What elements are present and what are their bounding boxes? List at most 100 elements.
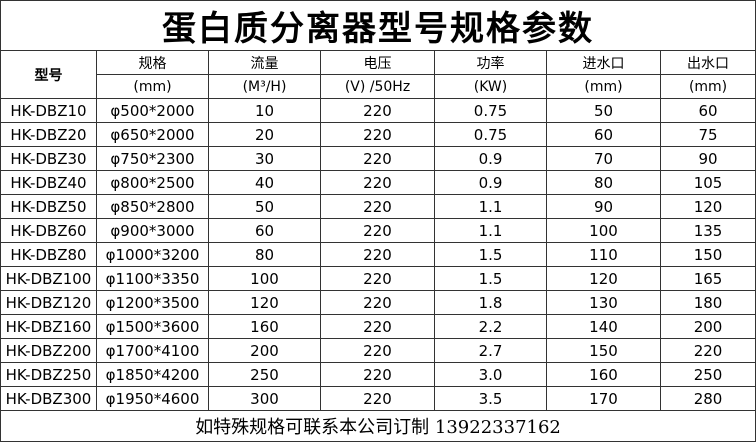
cell: 60 bbox=[659, 98, 756, 123]
cell: 220 bbox=[320, 194, 435, 219]
cell: 160 bbox=[208, 314, 321, 339]
cell: 20 bbox=[208, 122, 321, 147]
cell: HK-DBZ250 bbox=[0, 362, 97, 387]
cell: 50 bbox=[208, 194, 321, 219]
column-header: 流量 bbox=[208, 50, 321, 75]
data-row: HK-DBZ80 φ1000*3200 80 220 1.5 110 150 bbox=[0, 242, 756, 267]
cell: φ800*2500 bbox=[96, 170, 209, 195]
column-header: 规格 bbox=[96, 50, 209, 75]
cell: 100 bbox=[546, 218, 661, 243]
cell: 1.5 bbox=[434, 266, 547, 291]
cell: HK-DBZ200 bbox=[0, 338, 97, 363]
cell: 0.9 bbox=[434, 170, 547, 195]
cell: φ650*2000 bbox=[96, 122, 209, 147]
cell: 120 bbox=[659, 194, 756, 219]
data-row: HK-DBZ100 φ1100*3350 100 220 1.5 120 165 bbox=[0, 266, 756, 291]
data-row: HK-DBZ30 φ750*2300 30 220 0.9 70 90 bbox=[0, 146, 756, 171]
cell: 220 bbox=[320, 338, 435, 363]
header-row: 型号 规格 流量 电压 功率 进水口 出水口 bbox=[0, 50, 756, 99]
cell: 1.8 bbox=[434, 290, 547, 315]
cell: 80 bbox=[208, 242, 321, 267]
table-title: 蛋白质分离器型号规格参数 bbox=[0, 0, 756, 51]
cell: φ1200*3500 bbox=[96, 290, 209, 315]
cell: HK-DBZ100 bbox=[0, 266, 97, 291]
cell: 150 bbox=[546, 338, 661, 363]
data-row: HK-DBZ250 φ1850*4200 250 220 3.0 160 250 bbox=[0, 362, 756, 387]
cell: 1.1 bbox=[434, 194, 547, 219]
cell: 200 bbox=[659, 314, 756, 339]
cell: 120 bbox=[546, 266, 661, 291]
cell: φ1100*3350 bbox=[96, 266, 209, 291]
cell: HK-DBZ60 bbox=[0, 218, 97, 243]
cell: 30 bbox=[208, 146, 321, 171]
cell: 3.5 bbox=[434, 386, 547, 411]
cell: 140 bbox=[546, 314, 661, 339]
cell: 60 bbox=[208, 218, 321, 243]
cell: 0.75 bbox=[434, 122, 547, 147]
cell: 130 bbox=[546, 290, 661, 315]
cell: 250 bbox=[208, 362, 321, 387]
cell: HK-DBZ80 bbox=[0, 242, 97, 267]
data-row: HK-DBZ120 φ1200*3500 120 220 1.8 130 180 bbox=[0, 290, 756, 315]
cell: 70 bbox=[546, 146, 661, 171]
cell: 2.2 bbox=[434, 314, 547, 339]
cell: 220 bbox=[320, 170, 435, 195]
cell: HK-DBZ50 bbox=[0, 194, 97, 219]
cell: 80 bbox=[546, 170, 661, 195]
column-header: 功率 bbox=[434, 50, 547, 75]
cell: 220 bbox=[320, 290, 435, 315]
cell: 150 bbox=[659, 242, 756, 267]
cell: HK-DBZ40 bbox=[0, 170, 97, 195]
cell: 110 bbox=[546, 242, 661, 267]
column-unit: (mm) bbox=[546, 74, 661, 99]
cell: 220 bbox=[320, 314, 435, 339]
column-header: 型号 bbox=[0, 50, 97, 99]
cell: HK-DBZ300 bbox=[0, 386, 97, 411]
title-row: 蛋白质分离器型号规格参数 bbox=[0, 0, 756, 51]
cell: 120 bbox=[208, 290, 321, 315]
data-row: HK-DBZ20 φ650*2000 20 220 0.75 60 75 bbox=[0, 122, 756, 147]
cell: 220 bbox=[659, 338, 756, 363]
data-row: HK-DBZ60 φ900*3000 60 220 1.1 100 135 bbox=[0, 218, 756, 243]
cell: φ1000*3200 bbox=[96, 242, 209, 267]
cell: 250 bbox=[659, 362, 756, 387]
data-row: HK-DBZ160 φ1500*3600 160 220 2.2 140 200 bbox=[0, 314, 756, 339]
cell: φ850*2800 bbox=[96, 194, 209, 219]
cell: φ1950*4600 bbox=[96, 386, 209, 411]
unit-row: (mm) (M³/H) (V) /50Hz (KW) (mm) (mm) bbox=[1, 74, 756, 99]
cell: 300 bbox=[208, 386, 321, 411]
cell: 10 bbox=[208, 98, 321, 123]
column-unit: (KW) bbox=[434, 74, 547, 99]
cell: 40 bbox=[208, 170, 321, 195]
cell: 220 bbox=[320, 362, 435, 387]
column-header: 电压 bbox=[320, 50, 435, 75]
data-row: HK-DBZ200 φ1700*4100 200 220 2.7 150 220 bbox=[0, 338, 756, 363]
cell: 165 bbox=[659, 266, 756, 291]
cell: 135 bbox=[659, 218, 756, 243]
cell: 220 bbox=[320, 386, 435, 411]
cell: 60 bbox=[546, 122, 661, 147]
data-row: HK-DBZ50 φ850*2800 50 220 1.1 90 120 bbox=[0, 194, 756, 219]
cell: 200 bbox=[208, 338, 321, 363]
cell: 0.75 bbox=[434, 98, 547, 123]
cell: 75 bbox=[659, 122, 756, 147]
column-unit: (mm) bbox=[96, 74, 209, 99]
cell: 160 bbox=[546, 362, 661, 387]
cell: HK-DBZ120 bbox=[0, 290, 97, 315]
cell: 90 bbox=[659, 146, 756, 171]
cell: 220 bbox=[320, 242, 435, 267]
cell: 280 bbox=[659, 386, 756, 411]
cell: 220 bbox=[320, 146, 435, 171]
cell: 50 bbox=[546, 98, 661, 123]
cell: φ1850*4200 bbox=[96, 362, 209, 387]
data-row: HK-DBZ300 φ1950*4600 300 220 3.5 170 280 bbox=[0, 386, 756, 411]
cell: φ500*2000 bbox=[96, 98, 209, 123]
column-header: 进水口 bbox=[546, 50, 661, 75]
cell: HK-DBZ20 bbox=[0, 122, 97, 147]
cell: HK-DBZ30 bbox=[0, 146, 97, 171]
cell: φ1700*4100 bbox=[96, 338, 209, 363]
cell: 220 bbox=[320, 122, 435, 147]
data-row: HK-DBZ10 φ500*2000 10 220 0.75 50 60 bbox=[0, 98, 756, 123]
